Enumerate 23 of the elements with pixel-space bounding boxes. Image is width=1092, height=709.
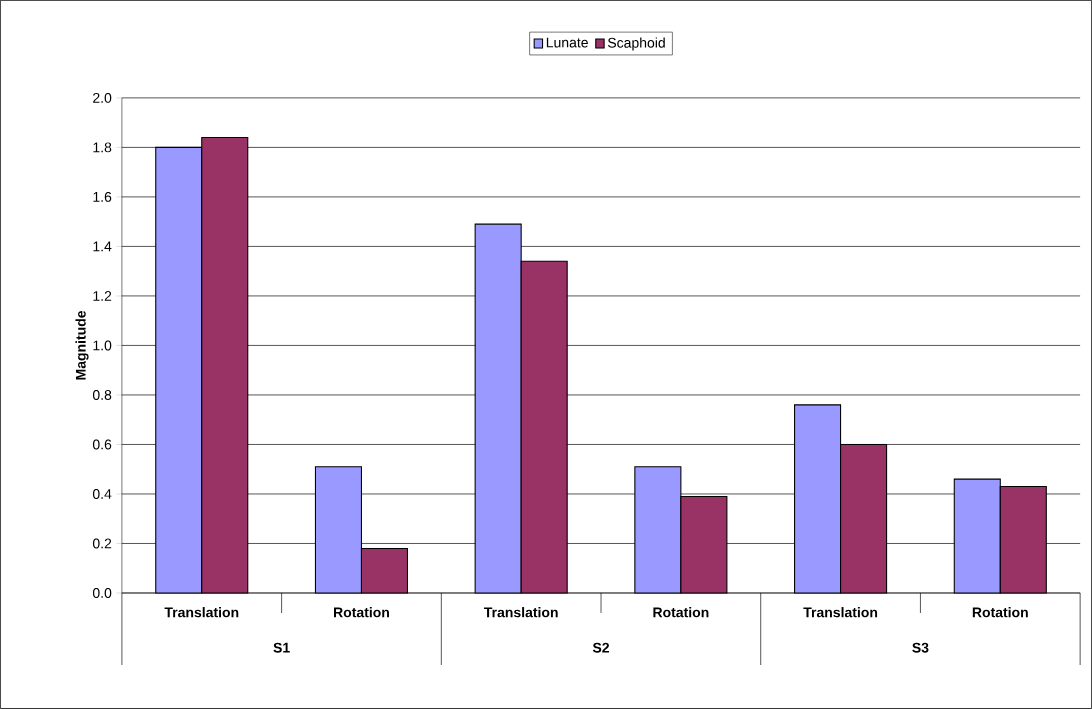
- x-tick-label: Rotation: [653, 607, 709, 618]
- y-axis-title: Magnitude: [75, 310, 89, 380]
- text: S2: [592, 642, 610, 653]
- y-tick-label: 0.8: [92, 390, 112, 400]
- y-tick-label: 0.0: [92, 588, 112, 599]
- x-tick-label: Translation: [803, 607, 878, 618]
- text: S3: [912, 642, 929, 653]
- y-tick-label: 2.0: [93, 92, 112, 103]
- y-tick-label: 1.8: [93, 142, 112, 153]
- y-tick-label: 1.6: [93, 192, 112, 202]
- y-tick-label: 1.4: [93, 241, 112, 252]
- x-tick-label: Translation: [164, 607, 239, 618]
- text: S1: [273, 642, 290, 653]
- y-tick-label: 1.2: [93, 291, 112, 301]
- y-tick-label: 0.2: [92, 538, 112, 549]
- x-tick-label: Rotation: [334, 607, 389, 618]
- y-tick-label: 1.0: [93, 340, 112, 351]
- x-tick-label: Translation: [483, 607, 558, 618]
- legend-label: Scaphoid: [607, 37, 665, 51]
- y-tick-label: 0.6: [92, 439, 112, 450]
- x-tick-label: Rotation: [972, 607, 1028, 618]
- legend-label: Lunate: [546, 37, 588, 48]
- y-tick-label: 0.4: [92, 489, 112, 499]
